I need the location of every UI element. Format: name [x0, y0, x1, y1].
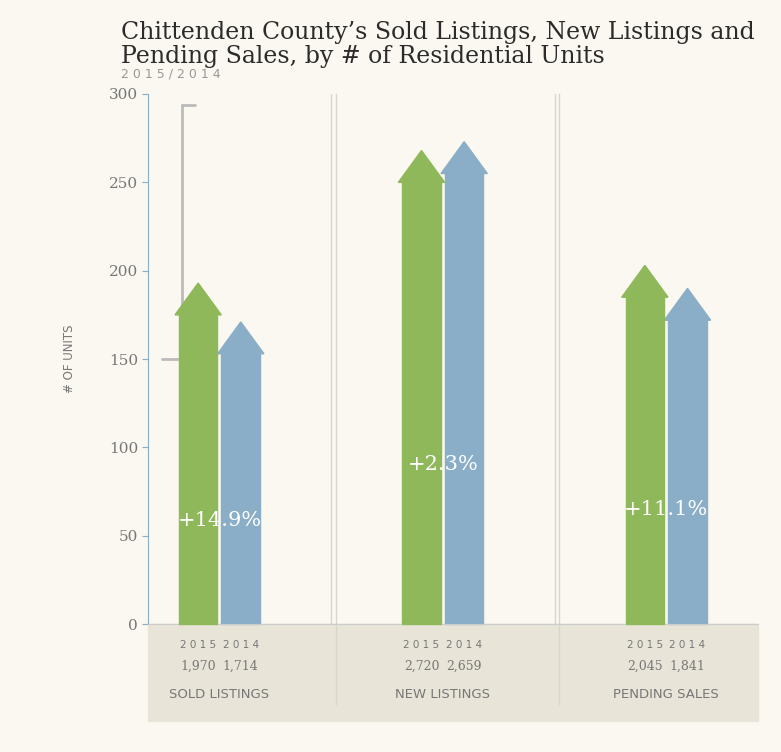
Text: 2 0 1 5: 2 0 1 5	[180, 640, 216, 650]
Bar	[222, 353, 260, 624]
Text: 1,970: 1,970	[180, 660, 216, 672]
Polygon shape	[218, 322, 264, 353]
Text: 2 0 1 5: 2 0 1 5	[627, 640, 663, 650]
Bar	[669, 320, 707, 624]
Text: 2 0 1 5 / 2 0 1 4: 2 0 1 5 / 2 0 1 4	[121, 68, 221, 80]
Polygon shape	[665, 288, 711, 320]
Bar	[148, 624, 758, 721]
Polygon shape	[441, 141, 487, 174]
Text: 2,045: 2,045	[627, 660, 663, 672]
Text: NEW LISTINGS: NEW LISTINGS	[395, 688, 490, 701]
Text: 2,659: 2,659	[447, 660, 482, 672]
Text: +2.3%: +2.3%	[408, 455, 478, 474]
Text: 2,720: 2,720	[404, 660, 439, 672]
Text: 1,714: 1,714	[223, 660, 259, 672]
Bar	[179, 315, 217, 624]
Polygon shape	[622, 265, 668, 297]
Text: 2 0 1 4: 2 0 1 4	[669, 640, 705, 650]
Text: SOLD LISTINGS: SOLD LISTINGS	[169, 688, 269, 701]
Bar	[626, 297, 664, 624]
Text: 2 0 1 4: 2 0 1 4	[223, 640, 259, 650]
Text: 2 0 1 5: 2 0 1 5	[404, 640, 440, 650]
Polygon shape	[175, 283, 221, 315]
Bar	[445, 174, 483, 624]
Text: +11.1%: +11.1%	[624, 500, 708, 519]
Text: Pending Sales, by # of Residential Units: Pending Sales, by # of Residential Units	[121, 45, 604, 68]
Text: +14.9%: +14.9%	[177, 511, 262, 530]
Bar	[402, 182, 440, 624]
Text: # OF UNITS: # OF UNITS	[62, 325, 76, 393]
Text: Chittenden County’s Sold Listings, New Listings and: Chittenden County’s Sold Listings, New L…	[121, 21, 754, 44]
Text: 1,841: 1,841	[669, 660, 705, 672]
Polygon shape	[398, 150, 444, 182]
Text: 2 0 1 4: 2 0 1 4	[446, 640, 482, 650]
Text: PENDING SALES: PENDING SALES	[613, 688, 719, 701]
